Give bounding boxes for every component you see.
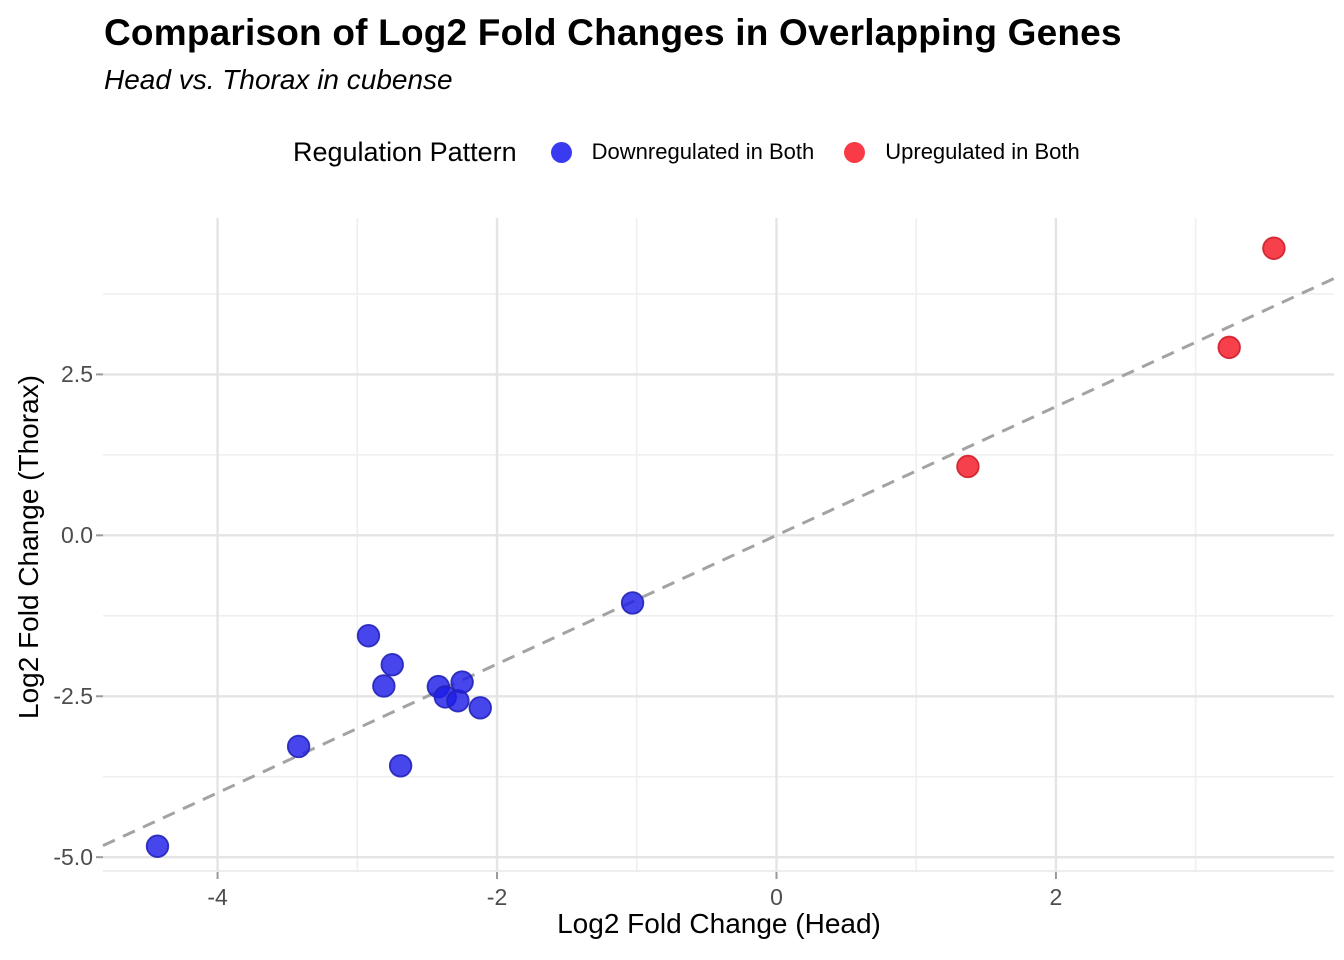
- x-tick-label: 0: [770, 884, 783, 910]
- y-axis-title: Log2 Fold Change (Thorax): [13, 375, 44, 719]
- scatter-point: [1217, 335, 1241, 360]
- x-axis-title: Log2 Fold Change (Head): [557, 908, 881, 939]
- scatter-point: [145, 834, 170, 858]
- scatter-point: [286, 734, 311, 759]
- y-tick-label: 0.0: [61, 522, 93, 549]
- legend-item-downregulated: Downregulated in Both: [550, 139, 815, 165]
- scatter-point: [388, 754, 413, 778]
- blue-dot-icon: [550, 141, 572, 163]
- scatter-point: [356, 624, 381, 648]
- x-tick-label: -4: [207, 884, 228, 910]
- legend-item-label: Downregulated in Both: [591, 139, 815, 164]
- y-tick-label: -5.0: [53, 844, 93, 871]
- scatter-point: [450, 670, 474, 694]
- chart-subtitle: Head vs. Thorax in cubense: [104, 64, 453, 95]
- y-tick-label: -2.5: [53, 683, 93, 710]
- scatter-point: [380, 653, 404, 677]
- scatter-point: [956, 454, 980, 479]
- legend-item-label: Upregulated in Both: [885, 139, 1080, 164]
- scatter-point: [620, 591, 645, 615]
- y-tick-label: 2.5: [61, 361, 93, 388]
- legend-item-upregulated: Upregulated in Both: [844, 139, 1080, 165]
- x-tick-label: 2: [1049, 884, 1063, 910]
- legend: Regulation Pattern Downregulated in Both…: [293, 132, 1080, 172]
- scatter-point: [1262, 236, 1286, 260]
- x-tick-label: -2: [486, 884, 508, 910]
- red-dot-icon: [844, 141, 866, 163]
- scatter-point: [372, 674, 396, 698]
- identity-dashed-line: [102, 277, 1335, 847]
- legend-title: Regulation Pattern: [293, 136, 517, 167]
- scatter-point: [468, 696, 492, 720]
- chart-title: Comparison of Log2 Fold Changes in Overl…: [104, 12, 1122, 53]
